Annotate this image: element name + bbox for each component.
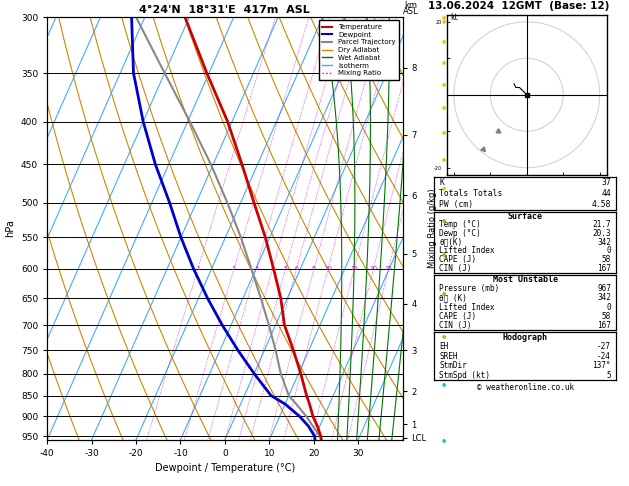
Text: 6: 6 (294, 266, 298, 272)
Text: ●: ● (442, 382, 445, 386)
Text: Lifted Index: Lifted Index (440, 303, 495, 312)
Text: 2: 2 (232, 266, 236, 272)
Text: Pressure (mb): Pressure (mb) (440, 284, 499, 293)
Text: 0: 0 (606, 246, 611, 256)
Text: 4.58: 4.58 (591, 200, 611, 209)
Text: 8: 8 (312, 266, 316, 272)
Text: StmSpd (kt): StmSpd (kt) (440, 371, 491, 380)
Text: 58: 58 (602, 255, 611, 264)
Text: 4°24'N  18°31'E  417m  ASL: 4°24'N 18°31'E 417m ASL (140, 4, 310, 15)
Text: θᴄ (K): θᴄ (K) (440, 294, 467, 302)
Text: 13.06.2024  12GMT  (Base: 12): 13.06.2024 12GMT (Base: 12) (428, 1, 609, 11)
Text: Most Unstable: Most Unstable (493, 275, 558, 284)
Text: ●: ● (442, 15, 445, 19)
Text: PW (cm): PW (cm) (440, 200, 474, 209)
Text: -24: -24 (597, 352, 611, 361)
Text: CAPE (J): CAPE (J) (440, 312, 477, 321)
Text: 21.7: 21.7 (593, 221, 611, 229)
Text: 20.3: 20.3 (593, 229, 611, 238)
Text: 342: 342 (597, 294, 611, 302)
Text: Mixing Ratio (g/kg): Mixing Ratio (g/kg) (428, 189, 437, 268)
Text: ASL: ASL (403, 7, 418, 16)
Text: ●: ● (442, 18, 445, 23)
Text: 1: 1 (196, 266, 200, 272)
Text: -27: -27 (597, 342, 611, 351)
Text: ●: ● (442, 81, 445, 86)
Text: ●: ● (442, 129, 445, 134)
Text: ●: ● (442, 38, 445, 43)
Text: Hodograph: Hodograph (503, 333, 548, 342)
Text: ●: ● (442, 437, 445, 442)
Text: EH: EH (440, 342, 448, 351)
Text: 5: 5 (284, 266, 287, 272)
Text: Surface: Surface (508, 212, 543, 221)
Text: ●: ● (442, 252, 445, 257)
Text: km: km (404, 0, 417, 10)
Text: θᴄ(K): θᴄ(K) (440, 238, 462, 247)
Text: ●: ● (442, 217, 445, 222)
Text: ●: ● (442, 156, 445, 161)
Text: StmDir: StmDir (440, 361, 467, 370)
Text: K: K (440, 178, 444, 187)
Text: ●: ● (442, 290, 445, 295)
Text: ●: ● (442, 104, 445, 109)
Text: 4: 4 (270, 266, 274, 272)
Text: 0: 0 (606, 303, 611, 312)
Text: ●: ● (442, 333, 445, 338)
Y-axis label: hPa: hPa (5, 220, 15, 237)
Text: Lifted Index: Lifted Index (440, 246, 495, 256)
Text: 15: 15 (350, 266, 358, 272)
Text: © weatheronline.co.uk: © weatheronline.co.uk (477, 383, 574, 393)
Legend: Temperature, Dewpoint, Parcel Trajectory, Dry Adiabat, Wet Adiabat, Isotherm, Mi: Temperature, Dewpoint, Parcel Trajectory… (318, 20, 399, 80)
X-axis label: Dewpoint / Temperature (°C): Dewpoint / Temperature (°C) (155, 464, 295, 473)
Text: Totals Totals: Totals Totals (440, 189, 503, 198)
Text: CIN (J): CIN (J) (440, 264, 472, 273)
Text: 967: 967 (597, 284, 611, 293)
Text: 5: 5 (606, 371, 611, 380)
Text: 37: 37 (601, 178, 611, 187)
Text: 137°: 137° (593, 361, 611, 370)
Text: 167: 167 (597, 264, 611, 273)
Text: 10: 10 (324, 266, 331, 272)
Text: CAPE (J): CAPE (J) (440, 255, 477, 264)
Text: Temp (°C): Temp (°C) (440, 221, 481, 229)
Text: ●: ● (442, 59, 445, 64)
Text: CIN (J): CIN (J) (440, 321, 472, 330)
Text: 342: 342 (597, 238, 611, 247)
Text: 44: 44 (601, 189, 611, 198)
Text: 167: 167 (597, 321, 611, 330)
Text: kt: kt (450, 13, 458, 22)
Text: 3: 3 (254, 266, 258, 272)
Text: 20: 20 (369, 266, 377, 272)
Text: Dewp (°C): Dewp (°C) (440, 229, 481, 238)
Text: 58: 58 (602, 312, 611, 321)
Text: SREH: SREH (440, 352, 458, 361)
Text: ●: ● (442, 185, 445, 191)
Text: 25: 25 (384, 266, 392, 272)
